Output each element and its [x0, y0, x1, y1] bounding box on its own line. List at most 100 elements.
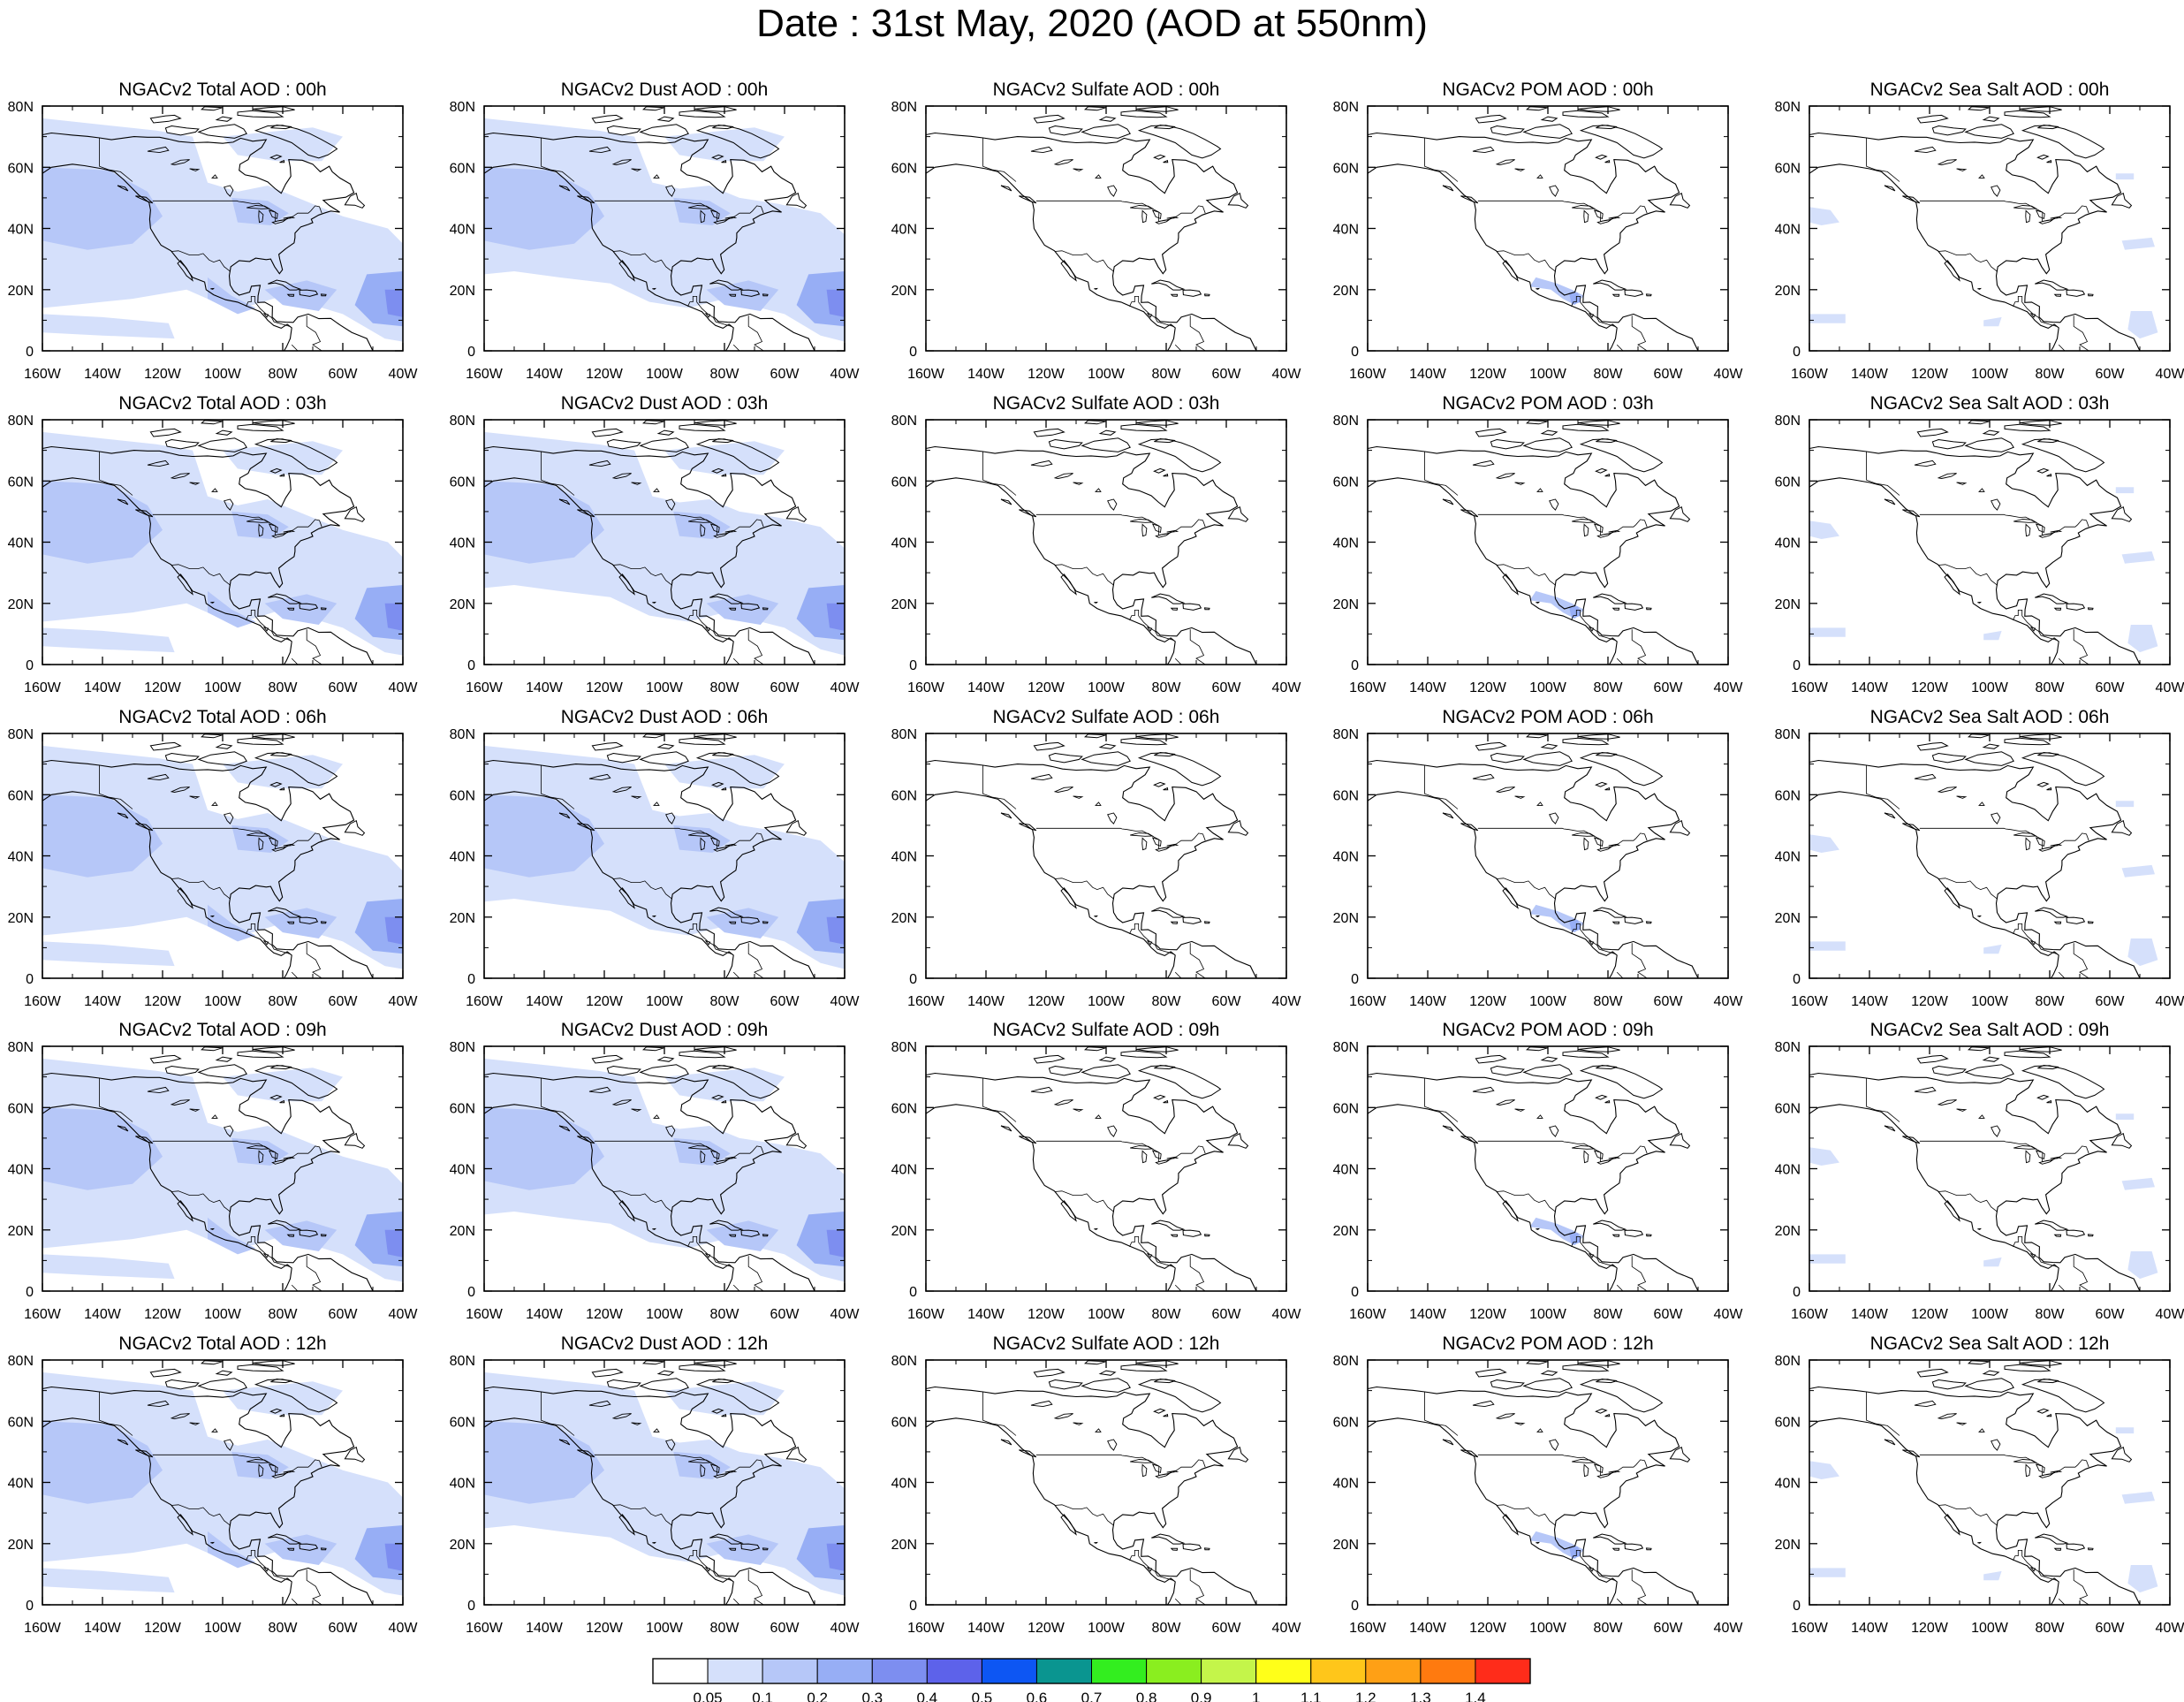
island-outline-13: [2037, 1378, 2059, 1384]
island-outline-11: [656, 429, 675, 436]
country-border-3: [687, 1549, 732, 1581]
country-border-0: [594, 200, 764, 222]
panel-title: NGACv2 Sea Salt AOD : 09h: [1870, 1020, 2110, 1040]
island-outline-2: [286, 607, 295, 611]
island-outline-15: [721, 159, 727, 163]
island-outline-12: [1968, 420, 1991, 425]
coastline: [1368, 445, 1700, 665]
lake-outline-8: [1549, 498, 1559, 511]
map-field: [1368, 733, 1728, 978]
island-outline-12: [1526, 1046, 1549, 1052]
country-border-2: [1054, 1190, 1115, 1212]
island-outline-1: [740, 916, 761, 924]
island-outline-7: [606, 1065, 641, 1076]
country-border-1: [541, 1392, 575, 1436]
lat-tick-label: 60N: [450, 1415, 475, 1430]
lake-outline-8: [224, 498, 234, 511]
island-outline-13: [1596, 751, 1618, 757]
lon-tick-label: 140W: [84, 680, 122, 695]
island-outline-9: [591, 428, 624, 437]
lat-tick-label: 40N: [450, 223, 475, 238]
aod-region-5: [1983, 1257, 2002, 1267]
lake-outline-1: [1583, 837, 1589, 851]
lake-outline-7: [631, 795, 642, 799]
aod-region-3: [2121, 1177, 2155, 1190]
lake-outline-9: [1536, 802, 1543, 806]
island-outline-11: [1540, 1370, 1558, 1376]
lat-tick-label: 20N: [891, 1224, 917, 1239]
island-outline-14: [711, 1094, 724, 1100]
map-background: [1809, 733, 2170, 978]
lake-outline-1: [2025, 209, 2031, 224]
island-outline-6: [197, 124, 247, 139]
lat-tick-label: 80N: [1333, 1354, 1359, 1369]
country-border-2: [1054, 564, 1115, 586]
island-outline-11: [1982, 743, 2000, 749]
lake-outline-6: [1495, 1413, 1515, 1419]
island-outline-8: [2004, 737, 2051, 746]
lake-outline-5: [1914, 1400, 1937, 1408]
country-border-3: [246, 1549, 291, 1581]
island-outline-7: [1048, 1379, 1083, 1390]
country-border-1: [1866, 452, 1900, 496]
island-outline-8: [237, 110, 284, 118]
country-border-4: [1616, 1569, 1648, 1605]
country-border-0: [1477, 200, 1648, 222]
coastline: [484, 1386, 816, 1605]
lat-tick-label: 0: [467, 658, 475, 673]
lat-tick-label: 40N: [891, 1163, 917, 1178]
island-outline-18: [1502, 887, 1519, 909]
lon-tick-label: 160W: [1349, 994, 1387, 1009]
island-outline-14: [711, 154, 724, 160]
panel-title: NGACv2 Dust AOD : 09h: [561, 1020, 769, 1040]
island-outline-18: [1502, 1200, 1519, 1222]
aod-region-3: [42, 481, 163, 564]
island-outline-3: [762, 293, 769, 297]
map-background: [1809, 106, 2170, 351]
lat-tick-label: 40N: [1775, 850, 1801, 865]
lake-outline-7: [1514, 482, 1526, 485]
lake-outline-11: [1094, 601, 1098, 604]
lon-tick-label: 100W: [1971, 1621, 2009, 1636]
lat-tick-label: 40N: [8, 850, 34, 865]
country-border-3: [687, 923, 732, 954]
map-background: [1368, 733, 1728, 978]
lon-tick-label: 160W: [907, 1621, 945, 1636]
island-outline-18: [618, 887, 635, 909]
lake-outline-7: [1514, 1422, 1526, 1425]
lake-outline-4: [2050, 529, 2063, 533]
colorbar-level-label: 0.5: [972, 1690, 993, 1702]
country-border-2: [171, 564, 231, 586]
island-outline-0: [2035, 907, 2069, 918]
lat-tick-label: 20N: [8, 284, 34, 299]
aod-region-2: [2115, 487, 2135, 494]
country-border-0: [1035, 1454, 1206, 1476]
country-border-0: [594, 1140, 764, 1162]
island-outline-11: [1540, 1056, 1558, 1062]
lake-outline-11: [210, 601, 215, 604]
island-outline-5: [1137, 1379, 1222, 1413]
lon-tick-label: 140W: [967, 1621, 1005, 1636]
colorbar-swatch-7: [1035, 1658, 1093, 1684]
lake-outline-8: [1549, 812, 1559, 824]
lon-tick-label: 80W: [2036, 367, 2066, 382]
island-outline-9: [149, 1054, 182, 1064]
coastline: [926, 132, 1258, 351]
aod-region-4: [706, 280, 779, 311]
island-outline-0: [709, 279, 744, 291]
island-outline-12: [1084, 1360, 1107, 1365]
lon-tick-label: 160W: [466, 367, 504, 382]
island-outline-6: [197, 1064, 247, 1079]
lake-outline-9: [653, 802, 660, 806]
island-outline-15: [2046, 1413, 2052, 1417]
lake-outline-1: [1583, 1150, 1589, 1164]
lon-tick-label: 60W: [2096, 680, 2126, 695]
map-panel-seasalt-1: NGACv2 Sea Salt AOD : 03h 80N 60N 40N 20N 0 16…: [1775, 393, 2184, 695]
lat-tick-label: 20N: [1333, 1224, 1359, 1239]
aod-region-5: [1983, 944, 2002, 954]
lake-outline-5: [588, 1400, 611, 1408]
island-outline-4: [1669, 192, 1691, 209]
lon-tick-label: 60W: [1654, 1307, 1684, 1322]
lat-tick-label: 0: [467, 345, 475, 360]
island-outline-4: [1669, 1446, 1691, 1463]
